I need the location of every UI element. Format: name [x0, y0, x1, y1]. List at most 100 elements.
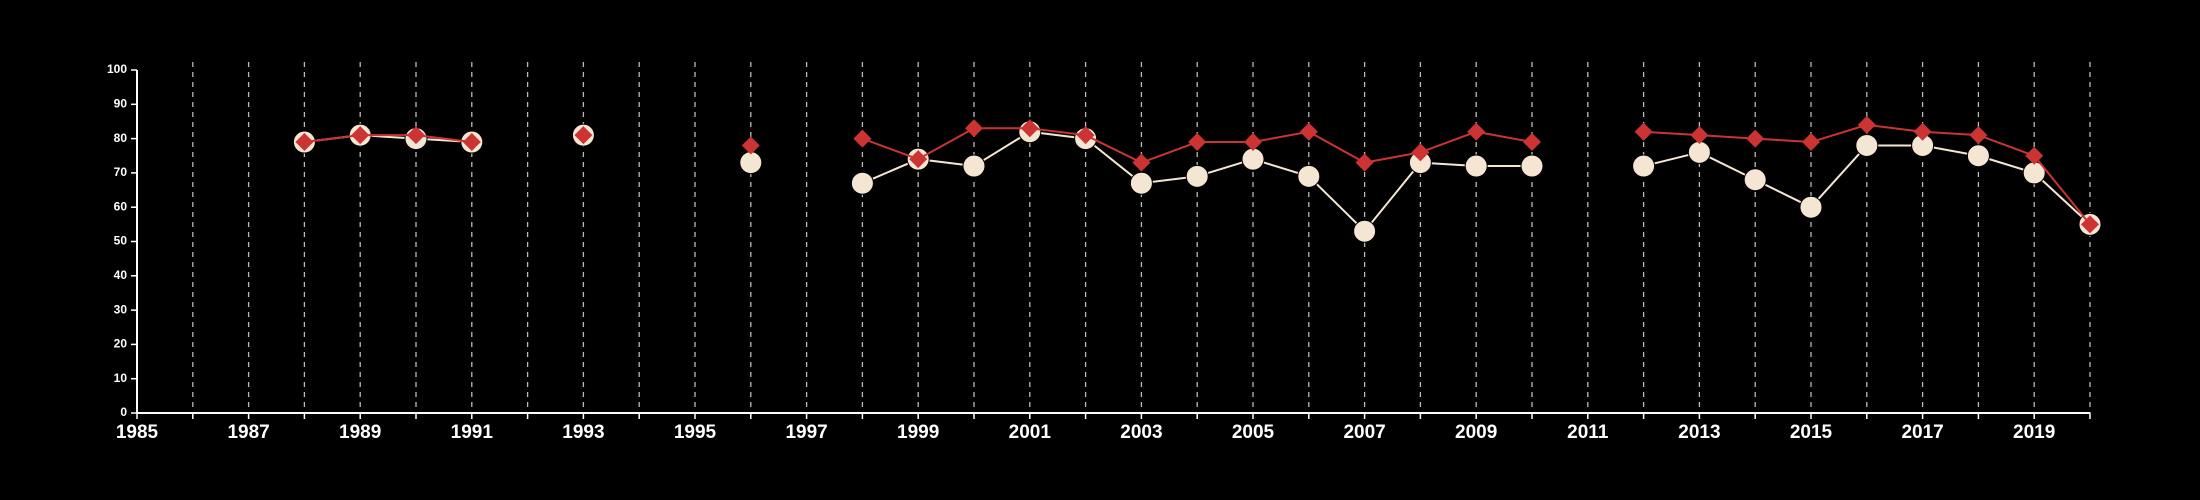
x-tick-label: 2003	[1120, 422, 1162, 443]
series-2-segment	[1308, 130, 1366, 164]
axes	[136, 70, 2090, 414]
series-1-point-2003	[1129, 171, 1153, 195]
series-2-segment	[1029, 127, 1086, 137]
x-tick-label: 1993	[562, 422, 604, 443]
series-layer	[292, 115, 2102, 243]
series-1-segment	[1363, 161, 1422, 232]
series-1-segment	[1810, 144, 1868, 208]
series-2-point-2003	[1132, 153, 1151, 172]
y-tick-label: 70	[114, 165, 128, 179]
y-tick-label: 50	[114, 234, 128, 248]
y-tick-label: 100	[107, 62, 127, 76]
x-tick-label: 1987	[227, 422, 269, 443]
series-2-segment	[1643, 130, 1700, 137]
y-tick-label: 20	[114, 337, 128, 351]
series-1-segment	[1308, 175, 1366, 232]
x-tick-label: 1989	[339, 422, 381, 443]
series-2	[295, 115, 2099, 234]
series-1-point-1998	[850, 171, 874, 195]
series-2-segment	[1755, 137, 1812, 144]
series-1-point-2014	[1743, 168, 1767, 192]
series-2-point-2020	[2081, 215, 2099, 234]
series-2-point-2017	[1913, 122, 1932, 141]
x-tick-label: 1991	[451, 422, 494, 443]
series-1-point-2006	[1297, 164, 1321, 188]
series-1-segment	[1084, 137, 1143, 184]
series-2-segment	[917, 127, 975, 161]
series-1-point-2005	[1241, 147, 1265, 171]
series-2-point-2014	[1746, 129, 1765, 148]
x-tick-label: 2017	[1901, 422, 1943, 443]
x-tick-label: 2015	[1790, 422, 1833, 443]
series-2-point-1998	[853, 129, 872, 148]
series-2-point-2010	[1523, 133, 1541, 152]
series-1-point-2009	[1464, 154, 1488, 178]
series-2-point-1996	[741, 136, 760, 155]
series-2-point-2006	[1299, 122, 1318, 141]
series-2-point-1999	[909, 150, 928, 169]
x-tick-label: 2001	[1009, 422, 1052, 443]
series-1-point-2007	[1353, 219, 1377, 243]
series-2-point-1989	[351, 126, 370, 145]
series-1-point-2016	[1855, 133, 1879, 157]
series-2-point-1991	[462, 133, 481, 152]
series-2-segment	[304, 134, 361, 144]
series-2-segment	[1978, 134, 2035, 157]
x-tick-label: 2007	[1343, 422, 1385, 443]
y-tick-label: 80	[114, 131, 128, 145]
series-2-segment	[415, 134, 472, 144]
x-tick-label: 2019	[2013, 422, 2055, 443]
series-2-point-2002	[1076, 126, 1095, 145]
x-tick-label: 2005	[1232, 422, 1275, 443]
y-tick-label: 0	[120, 405, 127, 419]
series-2-segment	[1922, 130, 1979, 137]
series-2-segment	[1476, 130, 1533, 144]
series-2-segment	[862, 137, 919, 161]
series-1-point-2000	[962, 154, 986, 178]
x-tick-label: 1999	[897, 422, 939, 443]
y-tick-label: 10	[114, 371, 128, 385]
series-1-point-2010	[1520, 154, 1544, 178]
series-2-point-2008	[1411, 143, 1430, 162]
series-2-point-2012	[1634, 122, 1653, 141]
x-axis-ticks: 1985 1987 1989 1991 1993 1995 1997 1999 2001 2003…	[116, 413, 2091, 443]
series-1-point-2013	[1687, 140, 1711, 164]
vertical-gridlines	[192, 62, 2091, 413]
series-1	[292, 120, 2102, 243]
series-2-point-2001	[1020, 119, 1039, 138]
series-2-segment	[1810, 123, 1868, 143]
series-2-point-2018	[1969, 126, 1988, 145]
series-1-point-2018	[1966, 144, 1990, 168]
x-tick-label: 1985	[116, 422, 159, 443]
y-tick-label: 60	[114, 199, 128, 213]
y-tick-label: 40	[114, 268, 128, 282]
series-1-segment	[2033, 172, 2091, 226]
series-2-point-2007	[1355, 153, 1374, 172]
series-2-segment	[1085, 134, 1142, 164]
series-2-point-2013	[1690, 126, 1709, 145]
series-2-point-2016	[1857, 115, 1876, 134]
series-1-point-2012	[1632, 154, 1656, 178]
series-2-segment	[1252, 130, 1309, 144]
series-2-point-2009	[1467, 122, 1486, 141]
series-2-point-1993	[574, 126, 593, 145]
series-2-segment	[1699, 134, 1756, 140]
series-1-point-1996	[739, 151, 763, 175]
series-1-point-2015	[1799, 195, 1823, 219]
series-2-segment	[1364, 151, 1421, 164]
series-2-point-1988	[295, 133, 314, 152]
x-tick-label: 2013	[1678, 422, 1720, 443]
x-tick-label: 2011	[1567, 422, 1609, 443]
series-2-segment	[2033, 155, 2091, 225]
series-2-point-2019	[2025, 146, 2044, 165]
series-2-segment	[1866, 123, 1923, 133]
series-2-segment	[1420, 130, 1477, 154]
series-2-point-2015	[1802, 133, 1820, 152]
x-tick-label: 1997	[785, 422, 827, 443]
y-tick-label: 30	[114, 302, 128, 316]
series-2-point-2000	[965, 119, 983, 138]
x-tick-label: 2009	[1455, 422, 1497, 443]
series-2-point-2005	[1244, 133, 1262, 152]
series-2-segment	[1141, 141, 1198, 164]
